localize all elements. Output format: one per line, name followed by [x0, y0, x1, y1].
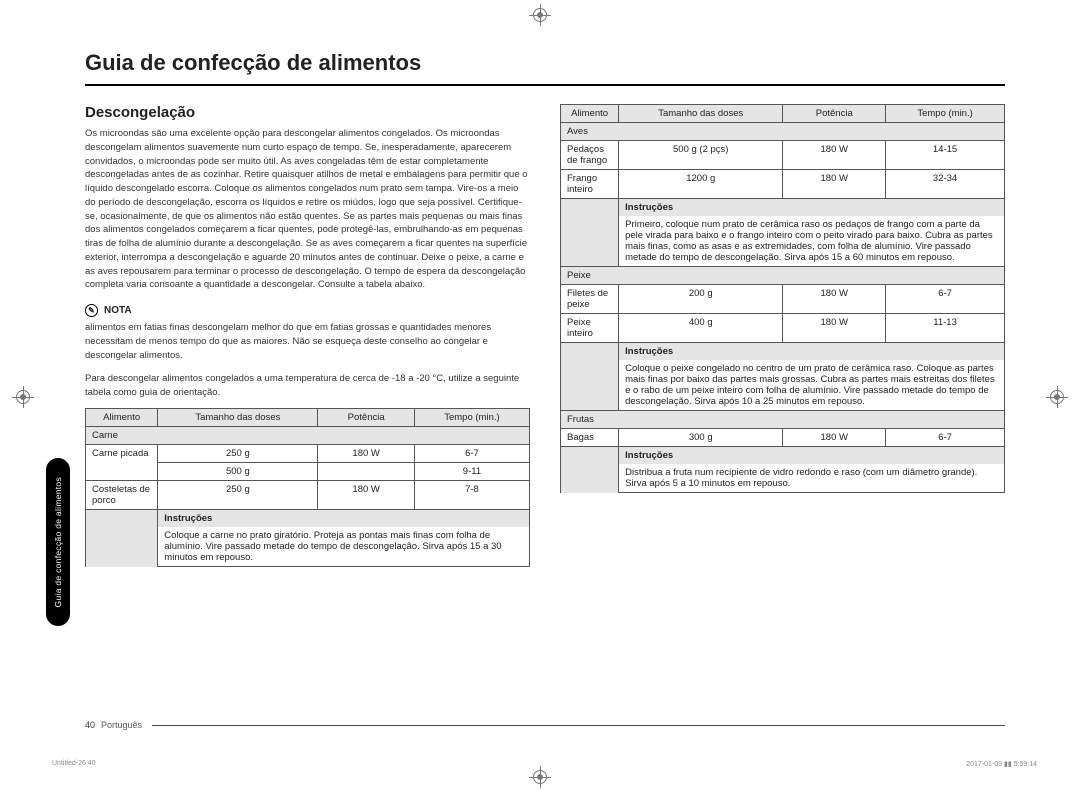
instr-text: Primeiro, coloque num prato de cerâmica …: [619, 216, 1005, 267]
side-tab: Guia de confecção de alimentos: [46, 458, 70, 626]
cell: 180 W: [783, 170, 886, 199]
print-right: 2017-01-09 ▮▮ 5:59:14: [966, 760, 1037, 768]
para2: Para descongelar alimentos congelados a …: [85, 372, 530, 400]
page-title: Guia de confecção de alimentos: [85, 50, 1005, 86]
print-left: Untitled-26 40: [52, 760, 96, 768]
cell-blank: [561, 199, 619, 267]
cell: 6-7: [414, 445, 529, 463]
cell: 11-13: [886, 314, 1005, 343]
footer-rule: [152, 725, 1005, 726]
note-text: alimentos em fatias finas descongelam me…: [85, 321, 530, 362]
cell: 9-11: [414, 463, 529, 481]
th-time: Tempo (min.): [414, 409, 529, 427]
instr-header: Instruções: [158, 510, 530, 528]
table-right: Alimento Tamanho das doses Potência Temp…: [560, 104, 1005, 493]
cell: 180 W: [318, 445, 415, 463]
page-footer: 40 Português: [85, 720, 1005, 730]
th-food: Alimento: [561, 105, 619, 123]
instr-text: Coloque a carne no prato giratório. Prot…: [158, 527, 530, 567]
cell: 250 g: [158, 445, 318, 463]
page-number: 40: [85, 720, 95, 730]
intro-text: Os microondas são uma excelente opção pa…: [85, 127, 530, 292]
th-power: Potência: [318, 409, 415, 427]
th-time: Tempo (min.): [886, 105, 1005, 123]
cell: 6-7: [886, 285, 1005, 314]
cell: 180 W: [783, 285, 886, 314]
cell: 1200 g: [619, 170, 783, 199]
cell-blank: [86, 510, 158, 567]
left-column: Descongelação Os microondas são uma exce…: [85, 104, 530, 567]
crop-mark-right: [1050, 390, 1064, 404]
cell: 6-7: [886, 429, 1005, 447]
instr-text: Distribua a fruta num recipiente de vidr…: [619, 464, 1005, 493]
cell: 180 W: [783, 314, 886, 343]
cat-aves: Aves: [561, 123, 1005, 141]
crop-mark-bottom: [533, 770, 547, 784]
cell: 14-15: [886, 141, 1005, 170]
cell: Carne picada: [86, 445, 158, 481]
instr-header: Instruções: [619, 199, 1005, 217]
instr-text: Coloque o peixe congelado no centro de u…: [619, 360, 1005, 411]
table-left: Alimento Tamanho das doses Potência Temp…: [85, 408, 530, 567]
note-header: ✎ NOTA: [85, 304, 530, 317]
cell-blank: [561, 343, 619, 411]
cat-frutas: Frutas: [561, 411, 1005, 429]
th-food: Alimento: [86, 409, 158, 427]
crop-mark-top: [533, 8, 547, 22]
footer-lang: Português: [101, 720, 142, 730]
cell: Pedaços de frango: [561, 141, 619, 170]
cat-carne: Carne: [86, 427, 530, 445]
crop-mark-left: [16, 390, 30, 404]
th-portion: Tamanho das doses: [158, 409, 318, 427]
cell: Filetes de peixe: [561, 285, 619, 314]
th-portion: Tamanho das doses: [619, 105, 783, 123]
cell: 500 g (2 pçs): [619, 141, 783, 170]
cell: 300 g: [619, 429, 783, 447]
cell: 500 g: [158, 463, 318, 481]
cell: Costeletas de porco: [86, 481, 158, 510]
cell: 180 W: [783, 429, 886, 447]
cell: 400 g: [619, 314, 783, 343]
print-meta: Untitled-26 40 2017-01-09 ▮▮ 5:59:14: [52, 760, 1037, 768]
instr-header: Instruções: [619, 447, 1005, 465]
cell-blank: [561, 447, 619, 493]
cell: 32-34: [886, 170, 1005, 199]
section-subtitle: Descongelação: [85, 104, 530, 121]
note-icon: ✎: [85, 304, 98, 317]
cell: [318, 463, 415, 481]
side-tab-label: Guia de confecção de alimentos: [53, 477, 63, 607]
th-power: Potência: [783, 105, 886, 123]
cell: Bagas: [561, 429, 619, 447]
note-label: NOTA: [104, 305, 132, 316]
cell: 7-8: [414, 481, 529, 510]
instr-header: Instruções: [619, 343, 1005, 361]
cell: 180 W: [783, 141, 886, 170]
cell: 180 W: [318, 481, 415, 510]
right-column: Alimento Tamanho das doses Potência Temp…: [560, 104, 1005, 567]
cell: Peixe inteiro: [561, 314, 619, 343]
cat-peixe: Peixe: [561, 267, 1005, 285]
cell: Frango inteiro: [561, 170, 619, 199]
cell: 250 g: [158, 481, 318, 510]
page-content: Guia de confecção de alimentos Descongel…: [85, 50, 1005, 567]
cell: 200 g: [619, 285, 783, 314]
